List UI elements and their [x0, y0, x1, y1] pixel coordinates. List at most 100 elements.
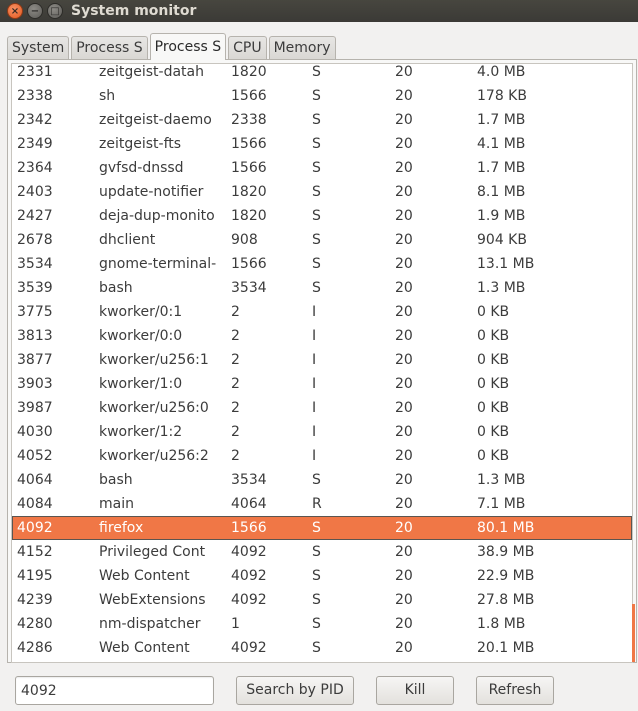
search-by-pid-button[interactable]: Search by PID [236, 676, 354, 705]
pid-cell: 3903 [17, 376, 53, 392]
state-cell: S [312, 160, 321, 176]
pid-cell: 3534 [17, 256, 53, 272]
close-icon[interactable]: × [7, 3, 23, 19]
table-row[interactable]: 2403 update-notifier 1820 S 20 8.1 MB [12, 180, 632, 204]
memory-cell: 7.1 MB [477, 496, 526, 512]
ppid-cell: 1820 [231, 184, 267, 200]
state-cell: S [312, 568, 321, 584]
pid-cell: 3987 [17, 400, 53, 416]
tab-bar: System Process S Process S CPU Memory [7, 33, 338, 60]
priority-cell: 20 [395, 304, 413, 320]
name-cell: gvfsd-dnssd [99, 160, 184, 176]
table-row[interactable]: 3539 bash 3534 S 20 1.3 MB [12, 276, 632, 300]
table-row[interactable]: 3903 kworker/1:0 2 I 20 0 KB [12, 372, 632, 396]
table-row[interactable]: 2342 zeitgeist-daemo 2338 S 20 1.7 MB [12, 108, 632, 132]
name-cell: kworker/0:1 [99, 304, 183, 320]
pid-cell: 2331 [17, 64, 53, 80]
pid-cell: 4280 [17, 616, 53, 632]
table-row[interactable]: 3775 kworker/0:1 2 I 20 0 KB [12, 300, 632, 324]
tab-system[interactable]: System [7, 36, 70, 60]
table-row[interactable]: 2678 dhclient 908 S 20 904 KB [12, 228, 632, 252]
table-row[interactable]: 4092 firefox 1566 S 20 80.1 MB [12, 516, 632, 540]
ppid-cell: 908 [231, 232, 258, 248]
table-row[interactable]: 4064 bash 3534 S 20 1.3 MB [12, 468, 632, 492]
state-cell: S [312, 280, 321, 296]
ppid-cell: 4092 [231, 544, 267, 560]
name-cell: WebExtensions [99, 592, 206, 608]
table-row[interactable]: 4030 kworker/1:2 2 I 20 0 KB [12, 420, 632, 444]
memory-cell: 8.1 MB [477, 184, 526, 200]
table-row[interactable]: 4052 kworker/u256:2 2 I 20 0 KB [12, 444, 632, 468]
ppid-cell: 2 [231, 448, 240, 464]
table-row[interactable]: 2331 zeitgeist-datah 1820 S 20 4.0 MB [12, 64, 632, 84]
pid-cell: 2678 [17, 232, 53, 248]
refresh-button[interactable]: Refresh [476, 676, 554, 705]
priority-cell: 20 [395, 88, 413, 104]
state-cell: I [312, 376, 317, 392]
memory-cell: 1.7 MB [477, 112, 526, 128]
pid-cell: 4064 [17, 472, 53, 488]
name-cell: Privileged Cont [99, 544, 206, 560]
state-cell: R [312, 496, 322, 512]
state-cell: S [312, 472, 321, 488]
name-cell: zeitgeist-daemo [99, 112, 212, 128]
state-cell: S [312, 184, 321, 200]
ppid-cell: 1566 [231, 520, 267, 536]
table-row[interactable]: 4152 Privileged Cont 4092 S 20 38.9 MB [12, 540, 632, 564]
name-cell: kworker/1:0 [99, 376, 183, 392]
state-cell: I [312, 448, 317, 464]
priority-cell: 20 [395, 280, 413, 296]
memory-cell: 0 KB [477, 424, 510, 440]
state-cell: S [312, 520, 321, 536]
table-row[interactable]: 4280 nm-dispatcher 1 S 20 1.8 MB [12, 612, 632, 636]
state-cell: I [312, 424, 317, 440]
priority-cell: 20 [395, 232, 413, 248]
table-row[interactable]: 4195 Web Content 4092 S 20 22.9 MB [12, 564, 632, 588]
memory-cell: 80.1 MB [477, 520, 535, 536]
tab-process-s-1[interactable]: Process S [71, 36, 148, 60]
priority-cell: 20 [395, 256, 413, 272]
process-list[interactable]: 2331 zeitgeist-datah 1820 S 20 4.0 MB 2338 sh 15… [11, 63, 633, 663]
table-row[interactable]: 4084 main 4064 R 20 7.1 MB [12, 492, 632, 516]
tab-cpu[interactable]: CPU [228, 36, 267, 60]
priority-cell: 20 [395, 568, 413, 584]
name-cell: kworker/u256:1 [99, 352, 209, 368]
ppid-cell: 2 [231, 352, 240, 368]
table-row[interactable]: 3534 gnome-terminal- 1566 S 20 13.1 MB [12, 252, 632, 276]
memory-cell: 1.8 MB [477, 616, 526, 632]
memory-cell: 20.1 MB [477, 640, 535, 656]
memory-cell: 4.1 MB [477, 136, 526, 152]
table-row[interactable]: 2349 zeitgeist-fts 1566 S 20 4.1 MB [12, 132, 632, 156]
tab-process-s-2[interactable]: Process S [149, 33, 227, 60]
priority-cell: 20 [395, 376, 413, 392]
state-cell: S [312, 256, 321, 272]
pid-search-input[interactable] [15, 676, 214, 705]
state-cell: S [312, 232, 321, 248]
kill-button[interactable]: Kill [376, 676, 454, 705]
table-row[interactable]: 3877 kworker/u256:1 2 I 20 0 KB [12, 348, 632, 372]
state-cell: S [312, 208, 321, 224]
maximize-icon[interactable]: □ [47, 3, 63, 19]
state-cell: S [312, 88, 321, 104]
window-title: System monitor [71, 3, 197, 19]
table-row[interactable]: 2427 deja-dup-monito 1820 S 20 1.9 MB [12, 204, 632, 228]
minimize-icon[interactable]: − [27, 3, 43, 19]
state-cell: I [312, 352, 317, 368]
priority-cell: 20 [395, 112, 413, 128]
priority-cell: 20 [395, 640, 413, 656]
tab-memory[interactable]: Memory [268, 36, 336, 60]
table-row[interactable]: 4286 Web Content 4092 S 20 20.1 MB [12, 636, 632, 660]
table-row[interactable]: 2338 sh 1566 S 20 178 KB [12, 84, 632, 108]
scroll-indicator[interactable] [632, 604, 635, 662]
name-cell: kworker/u256:0 [99, 400, 209, 416]
ppid-cell: 4092 [231, 592, 267, 608]
table-row[interactable]: 3813 kworker/0:0 2 I 20 0 KB [12, 324, 632, 348]
pid-cell: 4239 [17, 592, 53, 608]
table-row[interactable]: 3987 kworker/u256:0 2 I 20 0 KB [12, 396, 632, 420]
title-bar[interactable]: × − □ System monitor [0, 0, 638, 22]
table-row[interactable]: 4239 WebExtensions 4092 S 20 27.8 MB [12, 588, 632, 612]
name-cell: dhclient [99, 232, 156, 248]
state-cell: S [312, 112, 321, 128]
pid-cell: 2364 [17, 160, 53, 176]
table-row[interactable]: 2364 gvfsd-dnssd 1566 S 20 1.7 MB [12, 156, 632, 180]
